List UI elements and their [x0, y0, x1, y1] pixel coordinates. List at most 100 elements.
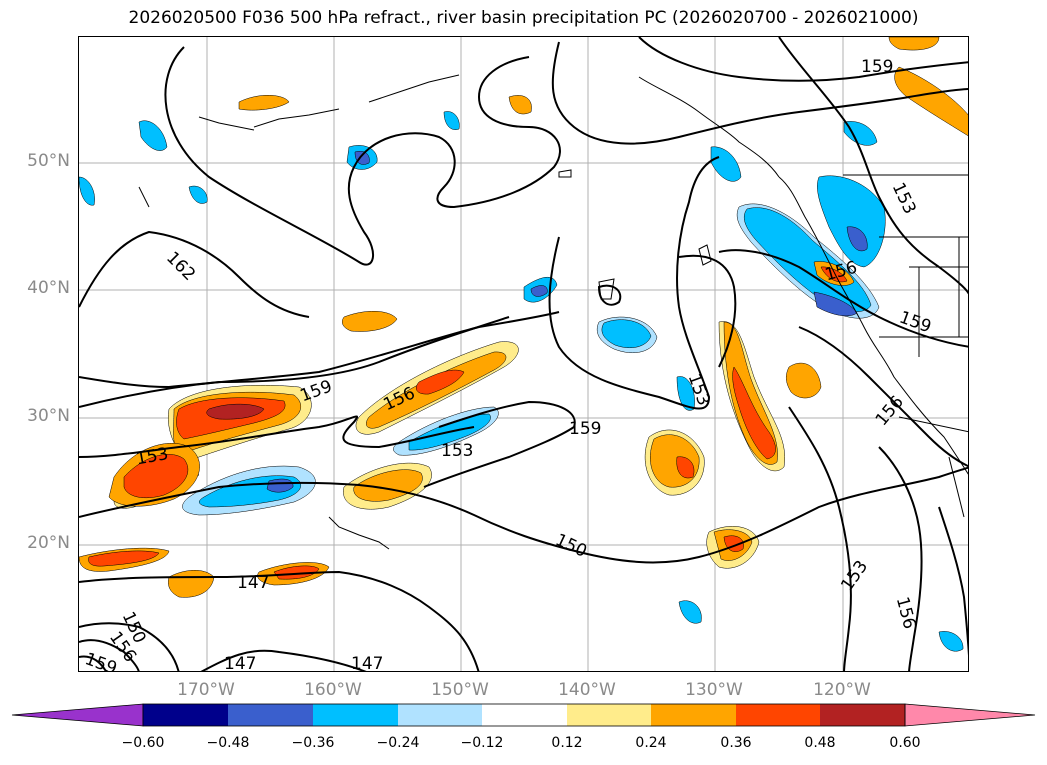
shade-royal-nw-2 [354, 151, 370, 165]
contour-label-159-main: 159 [298, 376, 335, 406]
colorbar-tick-8: 0.48 [804, 735, 836, 751]
shade-royal-ne-2 [846, 226, 868, 252]
lat-label-30n: 30°N [27, 406, 70, 426]
map-title: 2026020500 F036 500 hPa refract., river … [128, 8, 919, 28]
shade-blue-mid-3 [676, 376, 695, 411]
colorbar-swatch-9 [820, 704, 905, 726]
shade-orange-n-1 [508, 95, 532, 115]
shade-red-147 [273, 565, 320, 580]
colorbar-swatch-1 [143, 704, 228, 726]
contour-150-sw [79, 622, 180, 671]
coast-bc [778, 176, 835, 273]
colorbar-swatch-5 [482, 704, 567, 726]
contour-label-156-e: 156 [872, 392, 908, 430]
lon-label-130w: 130°W [685, 680, 743, 700]
contour-147-b [200, 649, 367, 671]
lat-label-40n: 40°N [27, 278, 70, 298]
shade-blue-mid-4 [678, 600, 702, 624]
contour-153 [79, 415, 475, 458]
lon-label-170w: 170°W [177, 680, 235, 700]
contour-east-1 [778, 37, 968, 295]
coast-west-us [833, 271, 968, 475]
lon-label-120w: 120°W [813, 680, 871, 700]
shade-orange-ne-2 [888, 37, 940, 51]
contour-north-big [551, 41, 968, 145]
contour-east-6 [938, 506, 968, 656]
contour-147 [79, 570, 480, 671]
shade-darkred-west [206, 403, 265, 420]
contour-159-center [423, 400, 576, 488]
height-contours [79, 37, 968, 671]
contour-label-147-a: 147 [237, 573, 269, 593]
shade-red-central [416, 369, 465, 395]
contour-159-main [79, 311, 560, 389]
island-a [698, 244, 712, 266]
island-d [138, 186, 150, 208]
contour-label-159-e: 159 [896, 307, 933, 337]
contour-label-153-se: 153 [837, 557, 872, 595]
border-mexico [898, 416, 968, 433]
contour-loop-1 [678, 254, 737, 368]
colorbar-swatch-3 [313, 704, 398, 726]
contour-trough [548, 156, 720, 410]
colorbar-tick-2: −0.36 [291, 735, 335, 751]
shade-red-east-1 [732, 366, 776, 460]
shade-orange-ne-1 [894, 66, 968, 137]
lat-label-20n: 20°N [27, 533, 70, 553]
contour-east-3 [798, 326, 968, 468]
lon-label-150w: 150°W [431, 680, 489, 700]
colorbar-swatch-8 [736, 704, 820, 726]
contour-east-5 [878, 446, 923, 671]
aleutians-1 [198, 116, 255, 131]
shade-blue-nw-1 [138, 120, 168, 151]
shade-blue-n-1 [443, 111, 460, 130]
contour-east-2 [718, 249, 968, 348]
shade-blue-west-edge [79, 176, 95, 206]
colorbar-tick-9: 0.60 [889, 735, 921, 751]
colorbar-tick-6: 0.24 [635, 735, 667, 751]
colorbar-tick-7: 0.36 [720, 735, 752, 751]
shade-orange-south-core [353, 469, 423, 502]
contour-159-sw [79, 655, 107, 671]
colorbar-swatch-low-extend [11, 703, 144, 727]
colorbar-tick-0: −0.60 [121, 735, 165, 751]
aleutians-3 [368, 74, 460, 103]
shade-red-ne-3 [820, 266, 848, 283]
colorbar-tick-4: −0.12 [460, 735, 504, 751]
shade-blue-nw-3 [188, 185, 208, 204]
contour-label-147-c: 147 [351, 654, 383, 672]
shade-red-sw [123, 454, 189, 498]
colorbar-swatch-2 [228, 704, 313, 726]
baja [948, 456, 965, 518]
shade-blue-mid-2-core [601, 319, 652, 348]
colorbar-swatch-7 [651, 704, 736, 726]
shade-orange-east-3 [786, 362, 822, 399]
shade-blue-ne-4 [710, 146, 742, 182]
colorbar-swatch-6 [567, 704, 651, 726]
colorbar-tick-1: −0.48 [206, 735, 250, 751]
contour-156-sw [79, 639, 140, 671]
contour-159-ne [638, 37, 968, 82]
lon-label-140w: 140°W [558, 680, 616, 700]
contour-label-162: 162 [162, 248, 199, 285]
map-canvas: 159 162 159 156 153 153 159 153 150 147 … [79, 37, 968, 672]
colorbar-swatch-high-extend [904, 703, 1036, 727]
shade-blue-se-edge [938, 631, 964, 652]
contour-label-153-ne: 153 [888, 179, 920, 217]
precip-shading [79, 37, 968, 652]
shade-orange-mid [342, 311, 398, 332]
contour-label-147-b: 147 [224, 654, 256, 672]
shade-red-band-sw [88, 550, 160, 567]
colorbar-tick-5: 0.12 [551, 735, 583, 751]
shade-blue-ne-2 [817, 175, 886, 268]
colorbar-outline [142, 703, 906, 727]
map-panel[interactable]: 159 162 159 156 153 153 159 153 150 147 … [78, 36, 969, 672]
contour-loop-2 [597, 284, 622, 306]
contour-east-4 [788, 406, 852, 671]
contour-label-150: 150 [552, 530, 590, 562]
contour-162 [164, 46, 561, 266]
contour-150 [79, 466, 968, 564]
contour-156 [79, 316, 510, 408]
island-c [558, 169, 572, 178]
shade-orange-nw [238, 95, 290, 111]
